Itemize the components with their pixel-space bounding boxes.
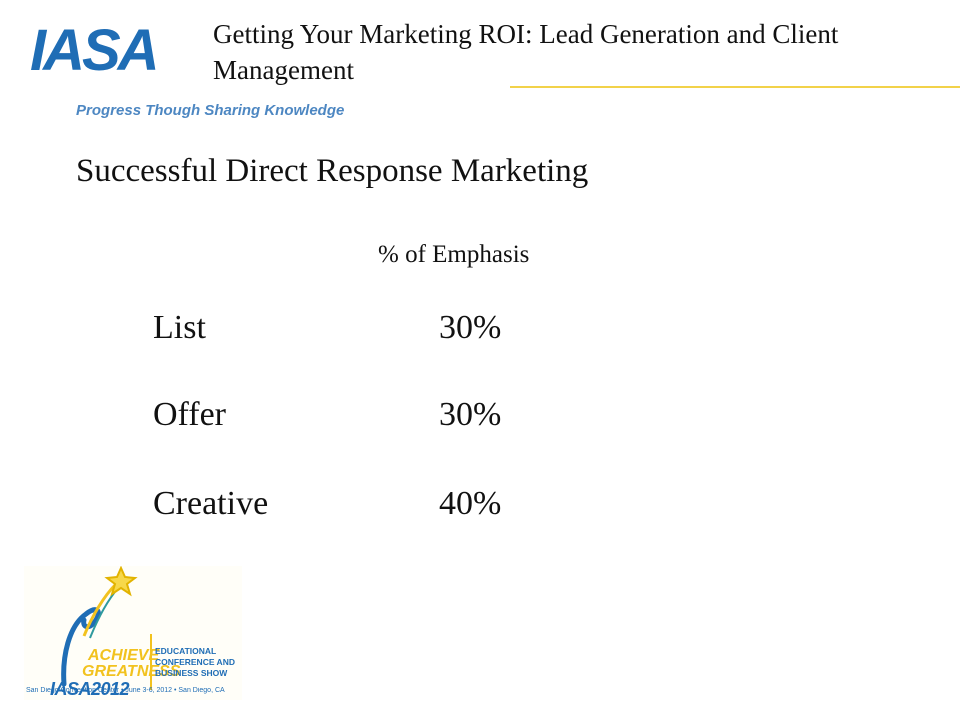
event-desc-line: EDUCATIONAL: [155, 646, 217, 656]
row-value: 40%: [439, 485, 502, 522]
row-value: 30%: [439, 309, 502, 346]
deck-title: Getting Your Marketing ROI: Lead Generat…: [213, 19, 839, 85]
event-line1: ACHIEVE: [88, 647, 160, 664]
event-desc-line: BUSINESS SHOW: [155, 668, 228, 678]
tagline: Progress Though Sharing Knowledge: [76, 102, 345, 119]
event-logo: ACHIEVE GREATNESS IASA2012 EDUCATIONAL C…: [24, 566, 242, 700]
event-desc-line: CONFERENCE AND: [155, 657, 235, 667]
row-label: List: [153, 309, 206, 346]
iasa-logo-text: IASA: [30, 22, 157, 76]
event-description: EDUCATIONAL CONFERENCE AND BUSINESS SHOW: [155, 646, 245, 679]
iasa-logo: IASA: [30, 22, 180, 76]
row-label: Offer: [153, 396, 226, 433]
header-divider: [510, 86, 960, 88]
event-divider: [150, 634, 152, 690]
event-line2: GREATNESS: [82, 663, 181, 680]
row-label: Creative: [153, 485, 269, 522]
slide-heading: Successful Direct Response Marketing: [76, 153, 589, 189]
event-location: San Diego Convention Center • June 3-6, …: [26, 687, 225, 694]
star-swoosh-icon: [61, 566, 138, 686]
row-value: 30%: [439, 396, 502, 433]
column-header: % of Emphasis: [378, 241, 530, 268]
event-brand: IASA2012: [50, 679, 130, 699]
iasa-logo-mark: IASA: [30, 22, 160, 76]
